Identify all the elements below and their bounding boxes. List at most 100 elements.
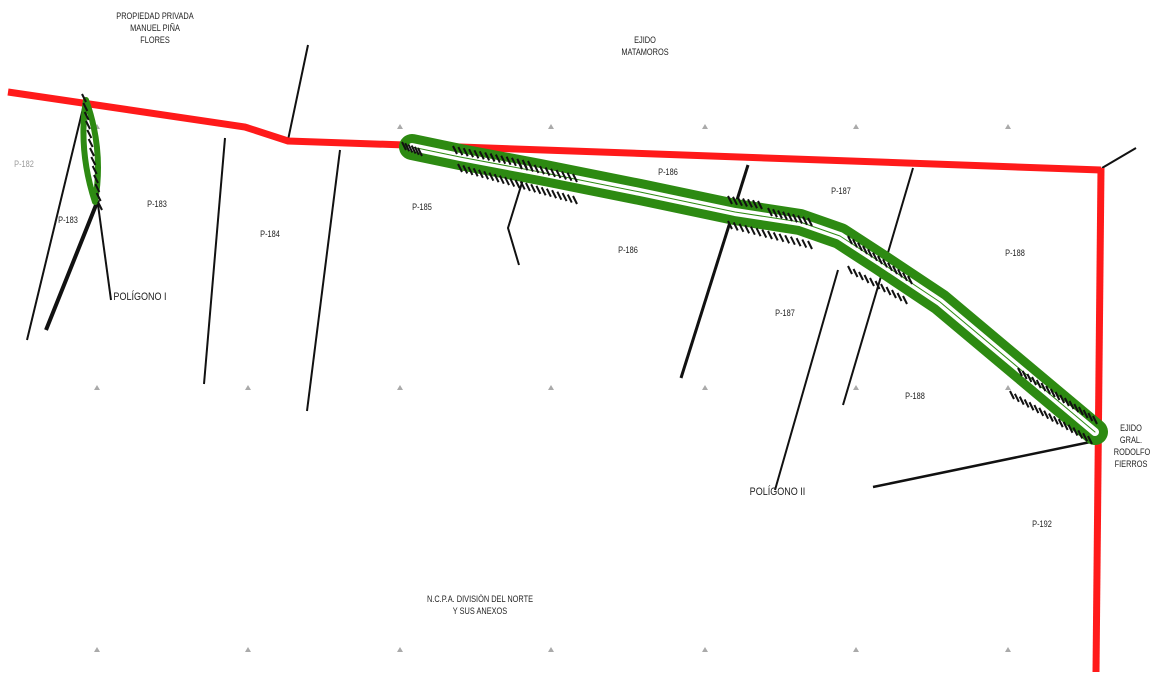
hatch-tick [468, 148, 474, 158]
parcel-label: P-182 [14, 159, 34, 169]
hatch-tick [1092, 415, 1098, 425]
hatch-tick [472, 167, 479, 177]
grid-marker [1005, 124, 1011, 129]
hatch-tick [86, 129, 93, 139]
hatch-tick [1009, 390, 1015, 400]
hatch-tick [772, 231, 779, 241]
hatch-tick [858, 271, 864, 281]
hatch-tick [90, 156, 97, 166]
hatch-tick [511, 157, 517, 167]
hatch-tick [847, 235, 853, 245]
hatch-tick [1054, 391, 1061, 401]
hatch-tick [561, 192, 568, 202]
hatch-tick [551, 189, 557, 199]
hatch-tick [525, 182, 531, 192]
hatch-tick [782, 211, 788, 221]
hatch-tick [807, 217, 813, 227]
hatch-tick [738, 223, 745, 233]
hatch-tick [544, 167, 551, 176]
hatch-tick [401, 141, 407, 151]
hatch-tick [81, 93, 87, 103]
hatch-tick [887, 262, 893, 272]
hatch-tick [1028, 401, 1035, 411]
hatch-tick [772, 208, 778, 218]
hatch-tick [484, 151, 491, 161]
hatch-tick [522, 161, 529, 171]
hatch-tick [1045, 385, 1052, 395]
hatch-tick [807, 240, 813, 250]
hatch-tick [504, 176, 510, 186]
hatch-tick [852, 268, 859, 278]
hatch-tick [473, 149, 480, 159]
hatch-tick [1013, 393, 1020, 403]
hatch-tick [1052, 415, 1059, 425]
hatch-tick [566, 194, 573, 203]
hatch-tick [737, 197, 743, 207]
hatch-tick [1087, 412, 1094, 422]
hatch-tick [519, 181, 526, 190]
hatch-tick [462, 147, 469, 157]
hatch-tick [488, 172, 495, 182]
hatch-tick [792, 213, 798, 223]
parcel-label: P-186 [658, 167, 678, 177]
hatch-tick [545, 188, 552, 198]
hatch-tick [500, 155, 507, 165]
hatch-tick [457, 163, 463, 173]
hatch-tick [1018, 396, 1025, 406]
hatch-tick [1077, 429, 1084, 439]
hatch-tick [802, 216, 808, 226]
owner-label-propiedad-privada: PROPIEDAD PRIVADA MANUEL PIÑA FLORES [116, 11, 194, 45]
hatch-tick [1073, 403, 1080, 413]
hatch-tick [85, 120, 91, 130]
grid-marker [548, 647, 554, 652]
grid-marker [548, 124, 554, 129]
owner-label-ejido-matamoros: EJIDO MATAMOROS [621, 35, 669, 57]
hatch-tick [797, 215, 803, 224]
hatch-tick [93, 174, 99, 184]
hatch-tick [410, 145, 417, 155]
grid-marker [1005, 385, 1011, 390]
hatch-tick [91, 165, 98, 175]
hatch-tick [863, 274, 870, 284]
parcel-division-lines [26, 44, 1137, 491]
grid-marker [245, 385, 251, 390]
grid-marker [853, 647, 859, 652]
parcel-label: P-185 [412, 202, 432, 212]
hatch-tick [1023, 398, 1030, 408]
hatch-tick [789, 236, 796, 246]
hatch-tick [1038, 407, 1045, 417]
hatch-tick [505, 156, 512, 166]
hatch-tick [1087, 435, 1093, 445]
grid-marker [94, 385, 100, 390]
grid-marker [853, 385, 859, 390]
grid-marker [94, 647, 100, 652]
hatch-tick [457, 146, 464, 156]
hatch-tick [902, 272, 908, 282]
hatch-tick [572, 173, 578, 183]
hatch-tick [493, 173, 500, 183]
hatch-tick [517, 160, 523, 170]
hatch-tick [862, 245, 868, 255]
hatch-tick [1072, 427, 1079, 437]
grid-marker [397, 647, 403, 652]
hatch-tick [907, 275, 913, 285]
hatch-tick [1078, 406, 1084, 416]
hatch-tick [555, 169, 562, 179]
hatch-tick [535, 185, 542, 195]
grid-markers [94, 124, 1011, 652]
owner-label-ejido-rodolfo-fierros: EJIDO GRAL. RODOLFO FIERROS [1113, 423, 1151, 469]
grid-marker [1005, 647, 1011, 652]
hatch-tick [777, 210, 783, 219]
hatch-tick [83, 111, 90, 121]
hatch-tick [885, 286, 892, 296]
hatch-tick [533, 164, 540, 174]
grid-marker [702, 124, 708, 129]
parcel-label: P-183 [147, 199, 167, 209]
parcel-label: P-187 [775, 308, 795, 318]
hatch-tick [462, 165, 469, 174]
hatch-tick [514, 179, 521, 189]
hatch-tick [896, 292, 903, 302]
hatch-tick [489, 153, 496, 162]
hatch-tick [892, 265, 898, 275]
hatch-tick [404, 142, 411, 152]
